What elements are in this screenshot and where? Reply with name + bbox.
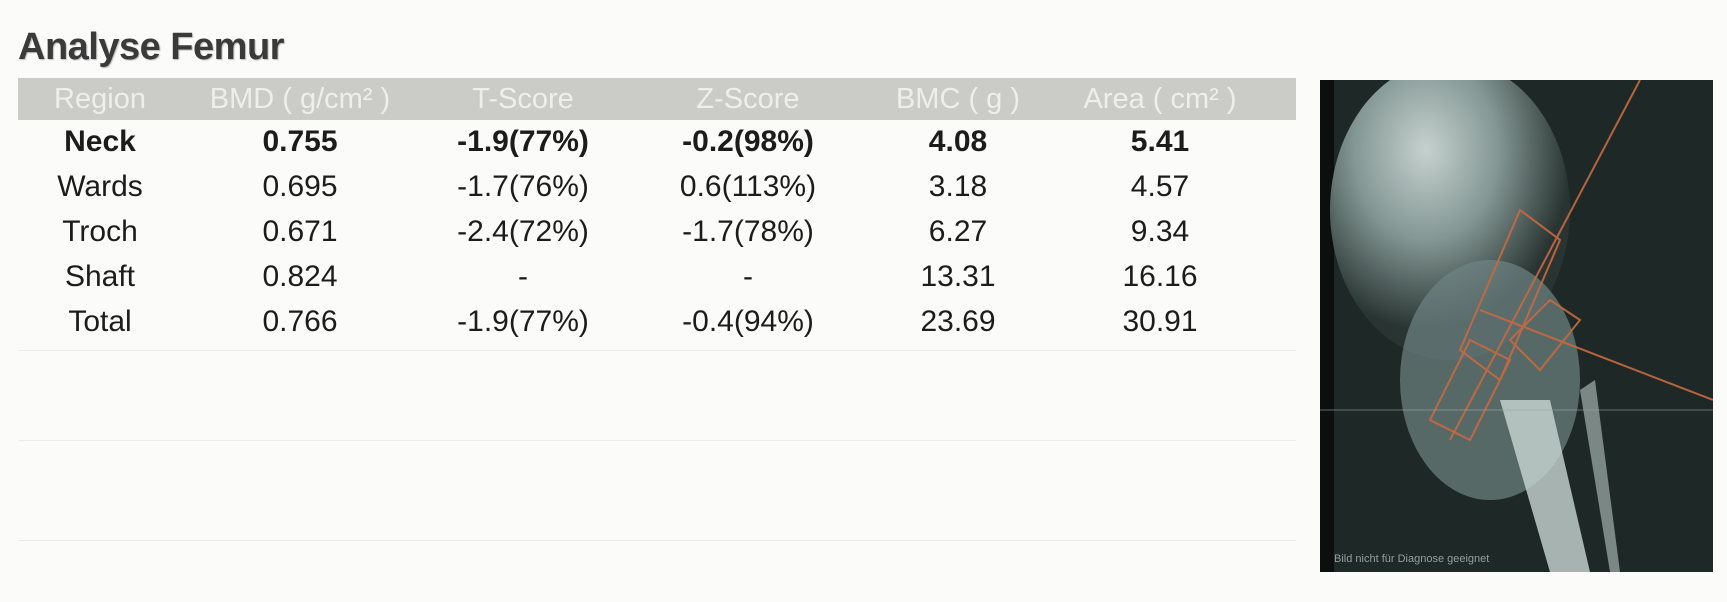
rule	[18, 540, 1296, 541]
table-cell: 0.824	[262, 260, 338, 293]
table-cell: 4.57	[1130, 170, 1190, 203]
table-cell: -0.2(98%)	[682, 125, 814, 158]
table-cell: -1.9(77%)	[457, 305, 589, 338]
rule	[18, 440, 1296, 441]
table-cell: 4.08	[928, 125, 988, 158]
table-cell: 0.755	[262, 125, 338, 158]
column-header: Area ( cm² )	[1083, 83, 1237, 115]
page-title: Analyse Femur	[18, 26, 284, 68]
femur-scan: Bild nicht für Diagnose geeignet	[1320, 80, 1713, 572]
table-cell: Shaft	[64, 260, 136, 293]
table-cell: 0.695	[262, 170, 338, 203]
table-header: Region BMD ( g/cm² ) T-Score Z-Score BMC ( g…	[18, 78, 1296, 120]
table-cell: Troch	[62, 215, 138, 248]
rule	[18, 350, 1296, 351]
table-cell: -1.7(78%)	[682, 215, 814, 248]
column-header: Region	[54, 83, 146, 115]
table-cell: -1.9(77%)	[457, 125, 589, 158]
column-header: T-Score	[472, 83, 574, 115]
table-cell: 23.69	[920, 305, 996, 338]
table-cell: -1.7(76%)	[457, 170, 589, 203]
table-cell: 5.41	[1130, 125, 1190, 158]
table-cell: 0.766	[262, 305, 338, 338]
table-cell: -0.4(94%)	[682, 305, 814, 338]
table-cell: Total	[68, 305, 132, 338]
table-cell: -	[743, 260, 753, 293]
table-cell: -2.4(72%)	[457, 215, 589, 248]
table-cell: 0.671	[262, 215, 338, 248]
image-caption: Bild nicht für Diagnose geeignet	[1334, 553, 1489, 565]
table-cell: 6.27	[928, 215, 988, 248]
table-cell: 0.6(113%)	[679, 170, 817, 203]
table-cell: -	[518, 260, 528, 293]
table-cell: 30.91	[1122, 305, 1198, 338]
table-cell: 13.31	[920, 260, 996, 293]
table-cell: 3.18	[928, 170, 988, 203]
column-header: BMD ( g/cm² )	[209, 83, 391, 115]
table-cell: 9.34	[1130, 215, 1190, 248]
column-header: Z-Score	[696, 83, 800, 115]
table-cell: Neck	[64, 125, 136, 158]
table-cell: Wards	[57, 170, 143, 203]
table-cell: 16.16	[1122, 260, 1198, 293]
column-header: BMC ( g )	[895, 83, 1021, 115]
